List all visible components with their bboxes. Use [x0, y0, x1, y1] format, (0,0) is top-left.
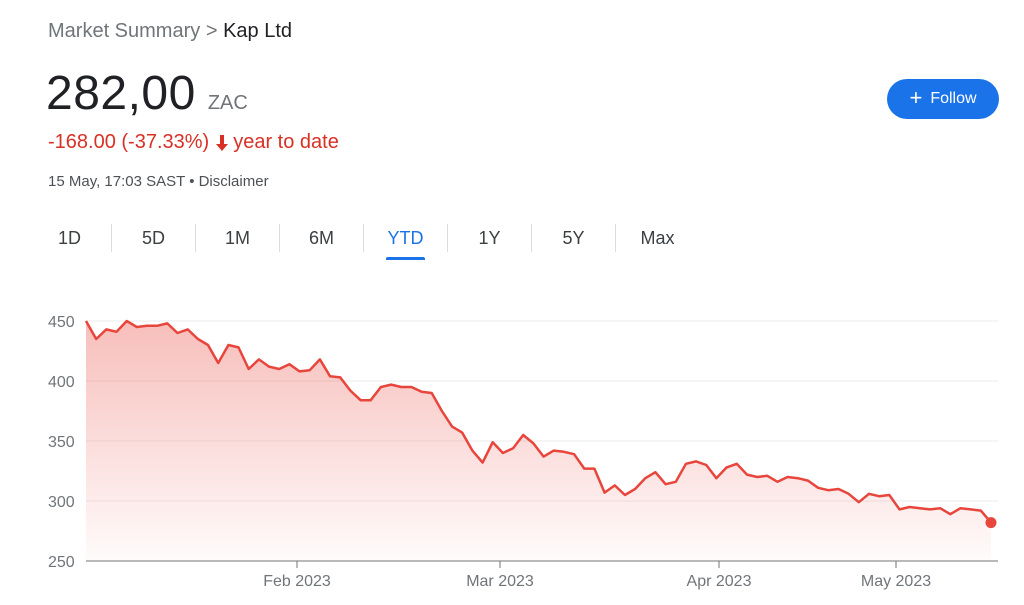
- arrow-down-icon: [215, 134, 229, 151]
- tab-1d[interactable]: 1D: [57, 228, 81, 248]
- disclaimer-link[interactable]: Disclaimer: [198, 173, 269, 190]
- timestamp-separator: •: [189, 173, 195, 190]
- y-tick-label: 450: [48, 314, 75, 331]
- tab-divider: [447, 224, 448, 252]
- timestamp-text: 15 May, 17:03 SAST: [48, 173, 186, 190]
- follow-button[interactable]: + Follow: [887, 79, 999, 119]
- tab-1m[interactable]: 1M: [224, 228, 250, 248]
- x-tick-label: Apr 2023: [687, 573, 752, 590]
- breadcrumb-current: Kap Ltd: [223, 20, 293, 42]
- x-tick-label: Mar 2023: [466, 573, 534, 590]
- breadcrumb-separator: >: [205, 20, 218, 42]
- price-area-fill: [86, 321, 991, 561]
- tab-divider: [531, 224, 532, 252]
- tab-max[interactable]: Max: [640, 228, 675, 248]
- tab-ytd[interactable]: YTD: [364, 218, 447, 260]
- tab-divider: [111, 224, 112, 252]
- price-chart[interactable]: 250 300 350 400 450 Feb 2023 Mar 2023 Apr 2023…: [0, 290, 1024, 605]
- tab-divider: [363, 224, 364, 252]
- range-tabs: 1D 5D 1M 6M YTD 1Y 5Y Max: [28, 218, 699, 260]
- plus-icon: +: [909, 85, 923, 110]
- tab-divider: [279, 224, 280, 252]
- price-line: [84, 319, 992, 524]
- y-tick-label: 400: [48, 374, 75, 391]
- y-tick-label: 250: [48, 554, 75, 571]
- tab-divider: [615, 224, 616, 252]
- stock-price: 282,00: [46, 67, 196, 120]
- follow-label: Follow: [930, 90, 977, 107]
- price-change: -168.00 (-37.33%) year to date: [48, 131, 339, 154]
- currency-label: ZAC: [207, 92, 248, 114]
- last-price-marker: [985, 517, 997, 529]
- x-tick-label: Feb 2023: [263, 573, 331, 590]
- tab-divider: [195, 224, 196, 252]
- y-tick-label: 300: [48, 494, 75, 511]
- tab-6m[interactable]: 6M: [308, 228, 334, 248]
- change-period: year to date: [233, 131, 339, 153]
- y-tick-label: 350: [48, 434, 75, 451]
- tab-5d[interactable]: 5D: [141, 228, 165, 248]
- breadcrumb: Market Summary > Kap Ltd: [48, 20, 292, 43]
- quote-timestamp: 15 May, 17:03 SAST • Disclaimer: [48, 173, 269, 190]
- price-row: 282,00 ZAC: [46, 66, 248, 121]
- change-value: -168.00 (-37.33%): [48, 131, 210, 153]
- breadcrumb-parent[interactable]: Market Summary: [48, 20, 201, 42]
- tab-1y[interactable]: 1Y: [478, 228, 501, 248]
- x-tick-label: May 2023: [861, 573, 931, 590]
- tab-5y[interactable]: 5Y: [562, 228, 585, 248]
